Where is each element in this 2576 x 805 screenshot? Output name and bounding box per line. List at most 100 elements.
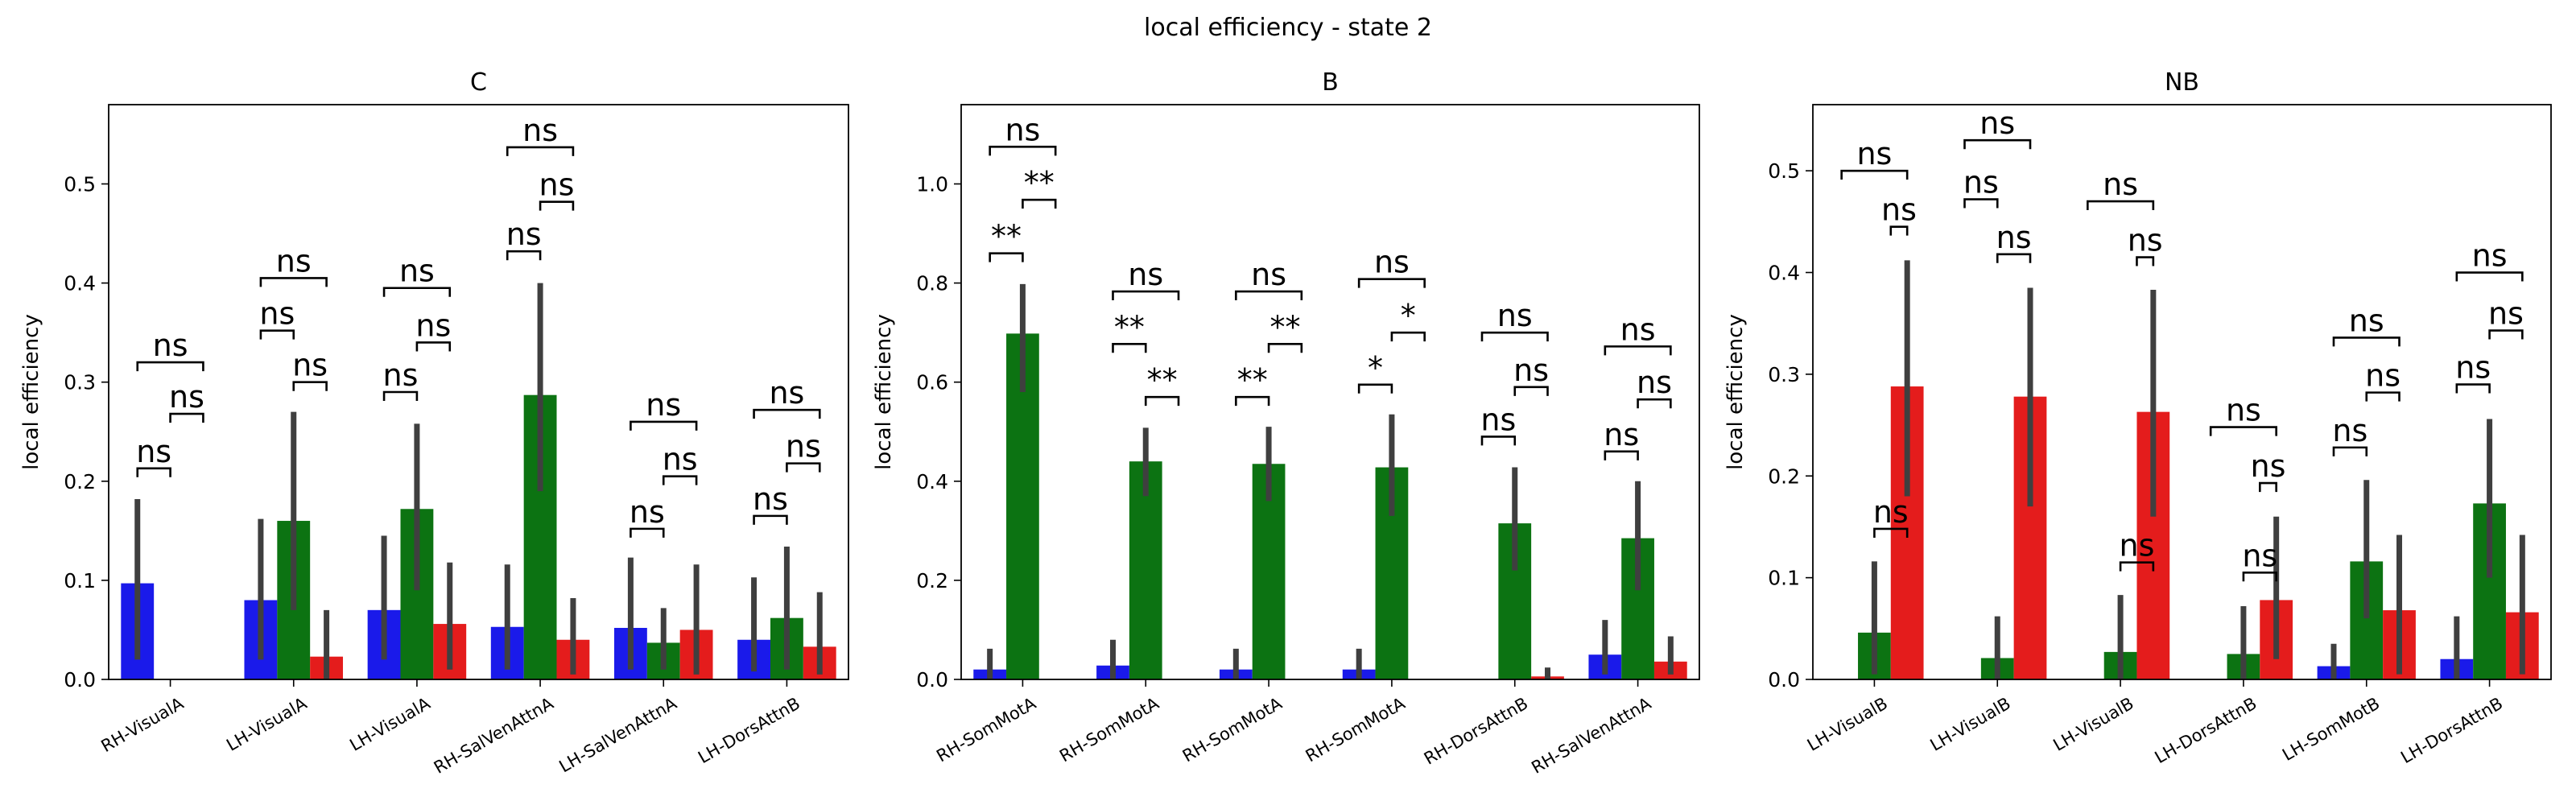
significance-bracket — [506, 250, 542, 261]
significance-bracket — [989, 146, 1057, 156]
significance-bracket — [1480, 436, 1517, 446]
significance-bracket — [1144, 395, 1180, 407]
panel-title: B — [1322, 68, 1339, 97]
significance-annotation: ns — [136, 328, 204, 372]
significance-label: ns — [786, 429, 821, 464]
significance-bracket — [1604, 450, 1639, 460]
significance-annotation: ns — [753, 375, 821, 419]
significance-annotation: ns — [1357, 245, 1426, 288]
significance-label: ns — [630, 494, 665, 530]
significance-annotation: ns — [989, 112, 1057, 156]
significance-bracket — [662, 475, 698, 485]
significance-label: ns — [506, 217, 542, 252]
significance-annotation: ns — [2488, 296, 2524, 340]
significance-bracket — [2242, 572, 2277, 582]
significance-label: ns — [1881, 192, 1917, 228]
significance-annotation: ns — [663, 442, 698, 485]
y-tick-label: 0.4 — [64, 272, 96, 295]
significance-annotation: ** — [989, 219, 1024, 262]
y-tick-label: 0.5 — [64, 172, 96, 196]
x-tick-label: RH-SomMotA — [933, 693, 1039, 766]
significance-bracket — [1390, 331, 1426, 342]
y-tick-label: 1.0 — [916, 172, 948, 196]
significance-bracket — [1235, 395, 1270, 407]
axes-frame — [108, 104, 849, 680]
panel-title: C — [470, 68, 487, 97]
significance-label: ** — [1237, 362, 1268, 398]
significance-annotation: ns — [1840, 136, 1909, 180]
significance-label: ns — [1251, 257, 1286, 292]
significance-bracket — [292, 381, 328, 391]
y-tick-label: 0.1 — [64, 569, 96, 592]
significance-annotation: ** — [1267, 309, 1303, 353]
x-tick-label: LH-DorsAttnB — [2152, 694, 2260, 768]
significance-label: ns — [1497, 298, 1533, 333]
significance-annotation: ** — [1022, 165, 1057, 209]
significance-label: ns — [2128, 223, 2163, 258]
x-tick-label: LH-VisualB — [1804, 694, 1891, 755]
significance-annotation: ns — [382, 357, 419, 401]
significance-annotation: ns — [169, 379, 204, 423]
significance-annotation: ns — [1881, 192, 1917, 236]
significance-annotation: ns — [1513, 353, 1549, 396]
significance-bracket — [1963, 138, 2032, 150]
significance-annotation: * — [1357, 350, 1393, 394]
y-tick-label: 0.3 — [64, 371, 96, 394]
significance-annotation: ns — [2332, 413, 2368, 456]
significance-bracket — [2136, 256, 2155, 266]
significance-bracket — [2332, 336, 2401, 347]
y-axis-label: local efficiency — [1724, 314, 1748, 470]
significance-bracket — [630, 420, 698, 431]
significance-label: ns — [2349, 303, 2384, 338]
y-tick-label: 0.8 — [916, 272, 948, 295]
significance-label: ns — [153, 328, 188, 363]
significance-label: ns — [136, 434, 171, 469]
significance-label: ns — [646, 387, 681, 423]
significance-annotation: ns — [1112, 257, 1180, 301]
significance-bracket — [1235, 290, 1303, 301]
significance-label: ns — [2251, 448, 2286, 484]
significance-annotation: ns — [382, 254, 452, 297]
significance-annotation: ns — [2332, 303, 2401, 347]
significance-bracket — [2332, 446, 2368, 456]
significance-annotation: ns — [630, 494, 665, 538]
significance-bracket — [415, 341, 452, 352]
y-tick-label: 0.5 — [1768, 159, 1800, 183]
y-axis-label: local efficiency — [872, 314, 896, 470]
significance-bracket — [1889, 225, 1909, 236]
significance-bracket — [382, 390, 419, 401]
significance-bracket — [1840, 169, 1909, 180]
y-tick-label: 0.0 — [1768, 668, 1800, 691]
x-tick-label: RH-SomMotA — [1179, 693, 1286, 766]
significance-annotation: * — [1390, 298, 1426, 342]
significance-annotation: ns — [1996, 220, 2032, 263]
significance-bracket — [382, 287, 452, 297]
significance-label: ns — [292, 348, 328, 383]
y-tick-label: 0.4 — [1768, 262, 1800, 285]
x-tick-label: LH-SalVenAttnA — [556, 693, 681, 776]
significance-bracket — [1963, 198, 1999, 208]
significance-annotation: ** — [1235, 362, 1270, 407]
bar-green — [1129, 461, 1162, 679]
significance-label: ns — [1979, 105, 2015, 141]
x-tick-label: RH-VisualA — [98, 693, 188, 756]
x-tick-label: LH-DorsAttnB — [695, 694, 803, 768]
significance-label: ns — [1996, 220, 2032, 255]
significance-annotation: ns — [506, 113, 575, 156]
significance-annotation: ns — [2242, 538, 2277, 582]
significance-annotation: ns — [292, 348, 328, 391]
significance-label: ns — [1374, 245, 1410, 280]
significance-bracket — [1357, 278, 1426, 288]
significance-annotation: ns — [1873, 494, 1909, 538]
y-tick-label: 0.2 — [1768, 464, 1800, 488]
significance-bracket — [1357, 383, 1393, 394]
significance-label: ns — [1005, 112, 1040, 147]
significance-bracket — [1112, 342, 1147, 353]
significance-annotation: ** — [1144, 362, 1180, 407]
y-tick-label: 0.0 — [916, 668, 948, 691]
x-tick-label: RH-SomMotA — [1056, 693, 1162, 766]
x-tick-label: LH-DorsAttnB — [2397, 694, 2506, 768]
significance-bracket — [1604, 345, 1672, 356]
significance-bracket — [1513, 386, 1549, 396]
